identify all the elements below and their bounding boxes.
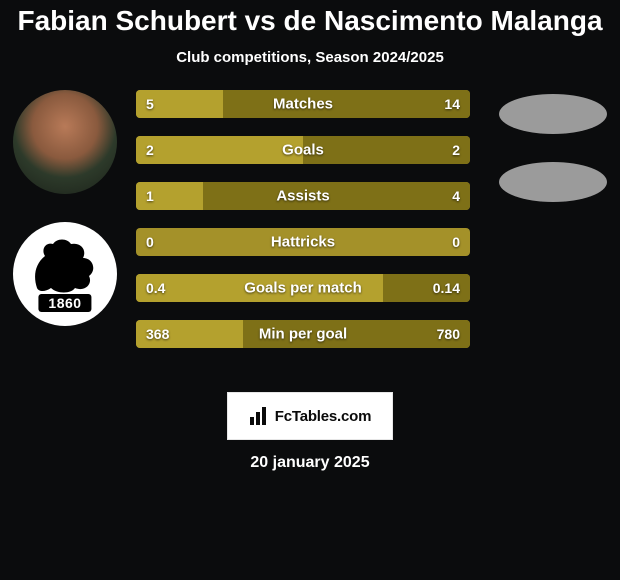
footer-brand-box: FcTables.com [227, 392, 393, 440]
bar-label: Assists [276, 188, 329, 205]
bar-value-right: 4 [452, 188, 460, 204]
bar-value-left: 1 [146, 188, 154, 204]
bar-value-right: 780 [437, 326, 460, 342]
bar-left-fill [136, 136, 303, 164]
club-year: 1860 [38, 294, 91, 312]
bar-value-right: 0 [452, 234, 460, 250]
bar-label: Matches [273, 96, 333, 113]
comparison-bars: 514Matches22Goals14Assists00Hattricks0.4… [136, 90, 470, 348]
player-right-club-placeholder [499, 162, 607, 202]
player-left-club-badge: 1860 [13, 222, 117, 326]
footer-brand-text: FcTables.com [275, 408, 372, 425]
bar-value-right: 14 [444, 96, 460, 112]
page-subtitle: Club competitions, Season 2024/2025 [0, 49, 620, 66]
lion-icon [27, 236, 103, 298]
bar-label: Hattricks [271, 234, 335, 251]
bar-row: 0 0 Hattricks [136, 228, 470, 256]
bar-value-right: 0.14 [433, 280, 460, 296]
left-column: 1860 [10, 90, 120, 326]
bar-value-left: 5 [146, 96, 154, 112]
infographic-root: Fabian Schubert vs de Nascimento Malanga… [0, 0, 620, 580]
page-title: Fabian Schubert vs de Nascimento Malanga [0, 0, 620, 35]
bar-row: 5 14 Matches [136, 90, 470, 118]
player-right-photo-placeholder [499, 94, 607, 134]
bar-value-left: 2 [146, 142, 154, 158]
bars-icon [249, 406, 269, 426]
bar-value-right: 2 [452, 142, 460, 158]
bar-right-fill [203, 182, 470, 210]
bar-right-fill [303, 136, 470, 164]
right-column [498, 90, 608, 202]
bar-right-fill [223, 90, 470, 118]
bar-row: 0.4 0.14 Goals per match [136, 274, 470, 302]
bar-value-left: 368 [146, 326, 169, 342]
bar-row: 2 2 Goals [136, 136, 470, 164]
bar-label: Min per goal [259, 326, 347, 343]
player-left-photo [13, 90, 117, 194]
bar-value-left: 0.4 [146, 280, 165, 296]
bar-row: 1 4 Assists [136, 182, 470, 210]
bar-row: 368 780 Min per goal [136, 320, 470, 348]
bar-value-left: 0 [146, 234, 154, 250]
footer-date: 20 january 2025 [250, 454, 369, 472]
bar-label: Goals per match [244, 280, 362, 297]
bar-label: Goals [282, 142, 324, 159]
